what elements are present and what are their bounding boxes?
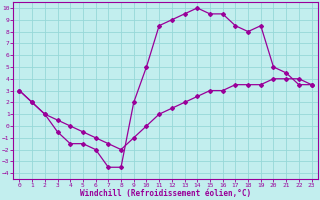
X-axis label: Windchill (Refroidissement éolien,°C): Windchill (Refroidissement éolien,°C) bbox=[80, 189, 251, 198]
